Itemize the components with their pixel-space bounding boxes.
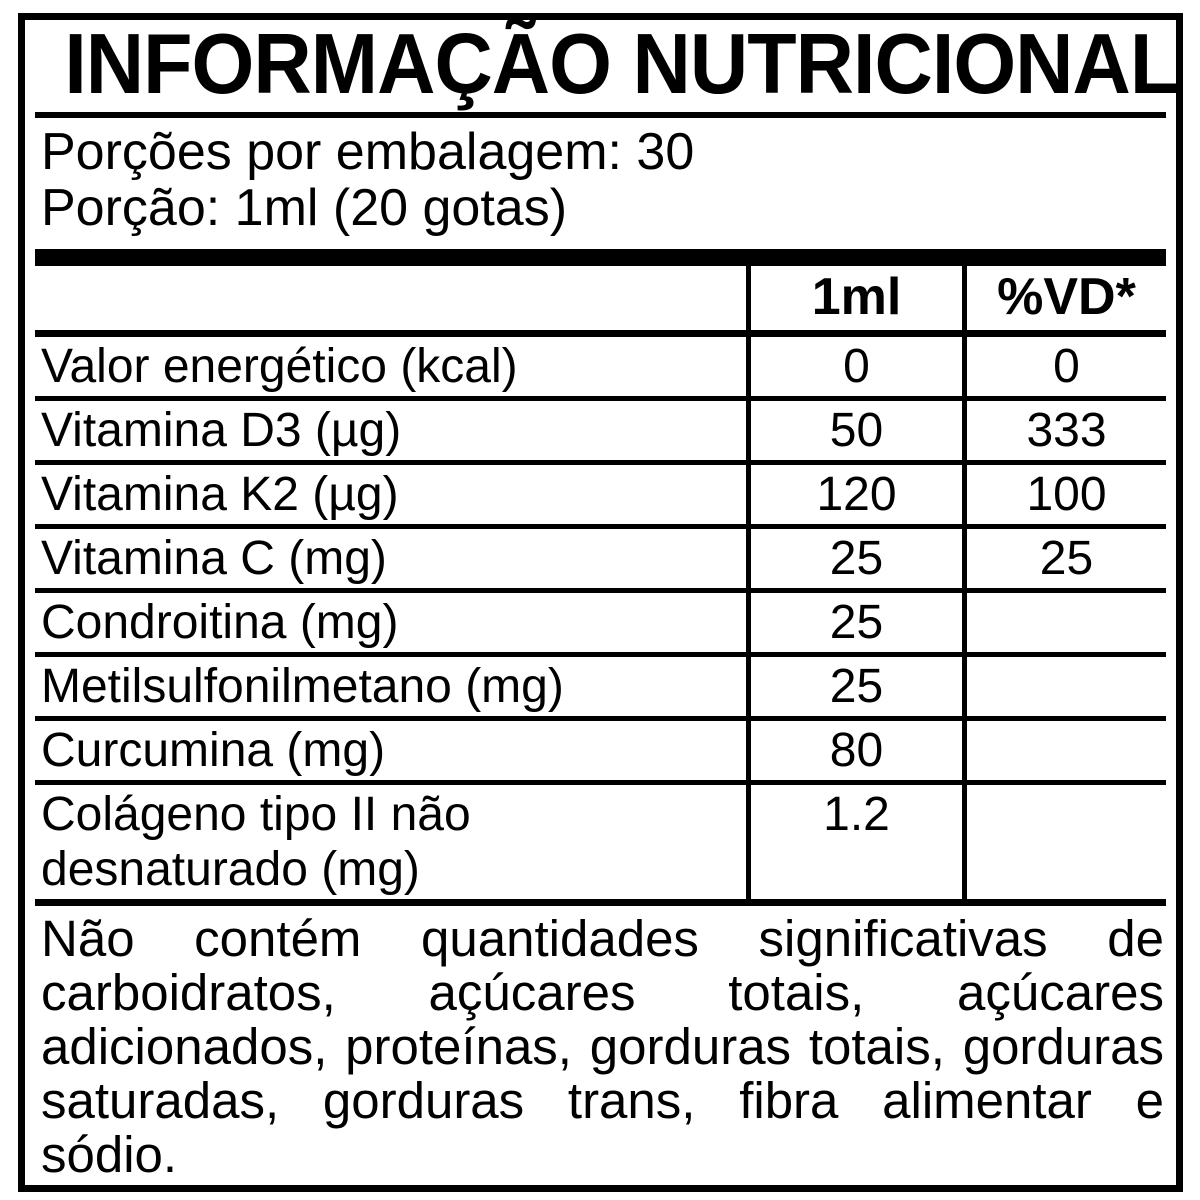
nutrient-amount: 80 bbox=[746, 721, 962, 780]
table-row: Condroitina (mg) 25 bbox=[35, 588, 1166, 652]
nutrient-name: Condroitina (mg) bbox=[41, 596, 399, 649]
table-row: Curcumina (mg) 80 bbox=[35, 716, 1166, 780]
nutrient-name: Valor energético (kcal) bbox=[41, 340, 518, 393]
nutrient-name: Metilsulfonilmetano (mg) bbox=[41, 660, 564, 713]
nutrient-amount: 25 bbox=[746, 657, 962, 716]
table-row: Vitamina C (mg) 25 25 bbox=[35, 524, 1166, 588]
nutrient-amount: 25 bbox=[746, 529, 962, 588]
label-title: INFORMAÇÃO NUTRICIONAL bbox=[35, 22, 1176, 108]
nutrient-name: Vitamina C (mg) bbox=[41, 532, 387, 585]
table-row: Valor energético (kcal) 0 0 bbox=[35, 330, 1166, 396]
nutrition-label: INFORMAÇÃO NUTRICIONAL Porções por embal… bbox=[18, 13, 1183, 1192]
nutrient-dv bbox=[962, 785, 1166, 899]
nutrient-amount: 1.2 bbox=[746, 785, 962, 899]
nutrient-name: Vitamina D3 (µg) bbox=[41, 404, 402, 457]
table-row: Vitamina D3 (µg) 50 333 bbox=[35, 396, 1166, 460]
col-header-empty bbox=[35, 266, 746, 330]
table-row: Vitamina K2 (µg) 120 100 bbox=[35, 460, 1166, 524]
serving-size: Porção: 1ml (20 gotas) bbox=[41, 179, 568, 237]
nutrient-dv bbox=[962, 593, 1166, 652]
footnote: Não contém quantidades significativas de… bbox=[41, 910, 1164, 1183]
label-title-text: INFORMAÇÃO NUTRICIONAL bbox=[64, 17, 1179, 112]
table-row: Metilsulfonilmetano (mg) 25 bbox=[35, 652, 1166, 716]
nutrient-dv: 100 bbox=[962, 465, 1166, 524]
nutrient-dv bbox=[962, 721, 1166, 780]
nutrient-amount: 50 bbox=[746, 401, 962, 460]
nutrient-amount: 25 bbox=[746, 593, 962, 652]
nutrient-dv: 333 bbox=[962, 401, 1166, 460]
nutrient-dv bbox=[962, 657, 1166, 716]
table-row: Colágeno tipo II não desnaturado (mg) 1.… bbox=[35, 780, 1166, 899]
nutrient-name: Vitamina K2 (µg) bbox=[41, 468, 399, 521]
nutrient-amount: 0 bbox=[746, 337, 962, 396]
servings-per-package: Porções por embalagem: 30 bbox=[41, 123, 695, 181]
col-header-amount: 1ml bbox=[746, 266, 962, 330]
col-header-dv: %VD* bbox=[962, 266, 1166, 330]
nutrient-dv: 25 bbox=[962, 529, 1166, 588]
nutrient-dv: 0 bbox=[962, 337, 1166, 396]
header-bar bbox=[35, 249, 1166, 266]
nutrition-table: 1ml %VD* Valor energético (kcal) 0 0 Vit… bbox=[35, 266, 1166, 906]
nutrient-name: Curcumina (mg) bbox=[41, 724, 386, 777]
title-divider bbox=[35, 112, 1166, 118]
nutrient-amount: 120 bbox=[746, 465, 962, 524]
table-header-row: 1ml %VD* bbox=[35, 266, 1166, 330]
nutrient-name: Colágeno tipo II não desnaturado (mg) bbox=[41, 788, 471, 896]
